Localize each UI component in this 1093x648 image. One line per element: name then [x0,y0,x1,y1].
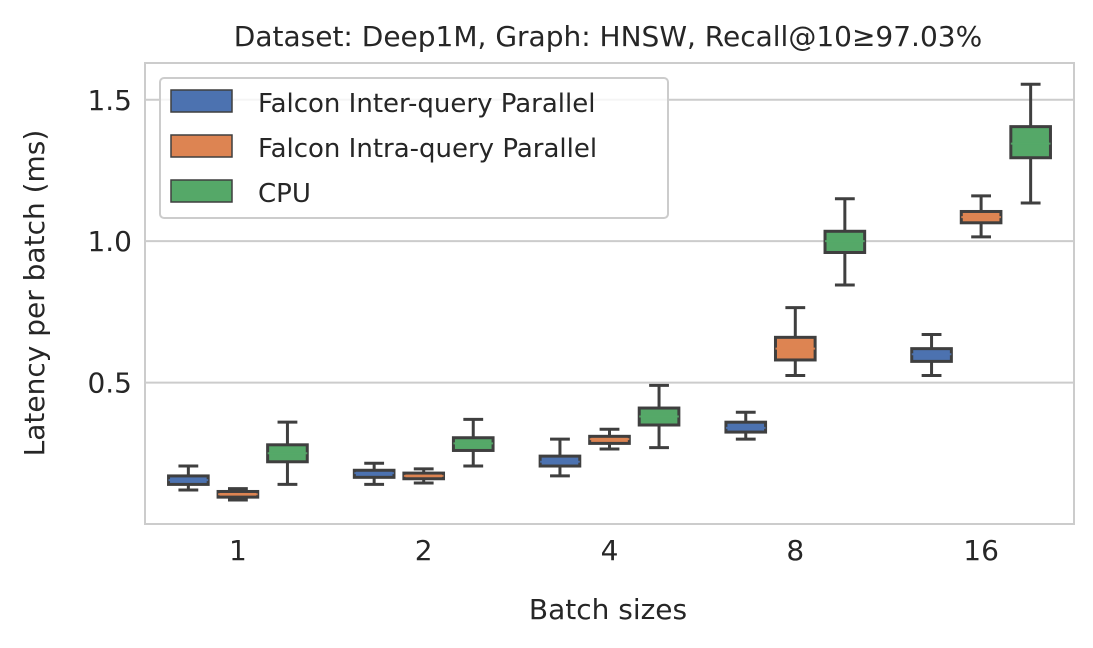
x-tick-label: 1 [229,534,247,567]
plot-area-boxes [167,82,1052,502]
x-axis-label: Batch sizes [529,593,687,626]
x-tick-label: 16 [963,534,999,567]
box-1-2 [588,427,631,451]
legend: Falcon Inter-query Parallel Falcon Intra-… [159,77,669,219]
y-tick-label: 1.0 [87,225,132,258]
box-2-0 [266,420,309,486]
box-2-1 [451,417,495,468]
box-0-2 [538,437,582,478]
legend-swatch [170,134,233,158]
box-0-3 [724,410,768,441]
box-1-1 [402,467,446,485]
box-2-2 [637,383,681,450]
legend-label: Falcon Intra-query Parallel [258,134,597,164]
y-tick-label: 1.5 [87,84,132,117]
legend-label: CPU [258,179,311,209]
legend-label: Falcon Inter-query Parallel [258,89,595,119]
box-1-4 [959,194,1003,239]
box-2-3 [823,197,867,287]
y-axis-label: Latency per batch (ms) [18,130,51,457]
x-axis-ticks: 1 2 4 8 16 [229,534,999,567]
chart-title: Dataset: Deep1M, Graph: HNSW, Recall@10≥… [234,20,982,53]
box-1-0 [216,487,260,502]
box-0-1 [352,461,396,486]
plot-frame [144,62,1075,525]
box-1-3 [773,306,817,378]
legend-swatch [170,89,233,113]
legend-swatch [170,179,233,203]
legend-frame [159,77,669,219]
box-iqr [1009,125,1052,160]
x-tick-label: 4 [601,534,619,567]
y-tick-label: 0.5 [87,367,132,400]
box-0-0 [167,464,210,492]
y-axis-ticks: 0.5 1.0 1.5 [87,84,132,400]
x-tick-label: 8 [786,534,804,567]
box-0-4 [910,333,953,378]
x-tick-label: 2 [415,534,433,567]
box-2-4 [1009,82,1052,205]
